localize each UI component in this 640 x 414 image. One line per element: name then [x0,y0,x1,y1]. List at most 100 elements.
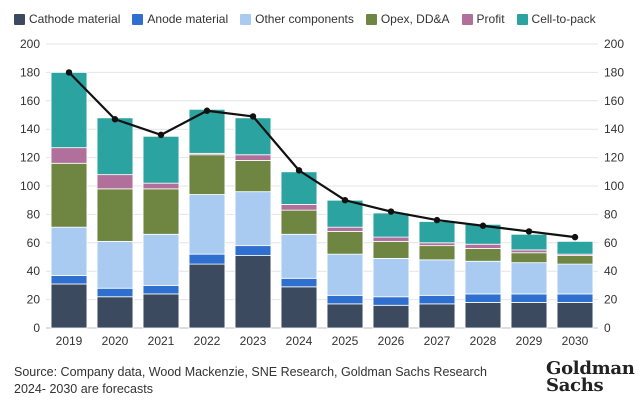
bar-segment [280,209,318,235]
y-tick-label-right: 160 [604,94,624,108]
bar-segment [96,296,134,329]
bar-segment [142,284,180,295]
bar-segment [280,277,318,288]
y-tick-label-right: 100 [604,179,624,193]
bar-segment [142,135,180,184]
legend-swatch [132,13,144,25]
y-tick-label-left: 120 [20,151,40,165]
bar-segment [326,303,364,329]
bar-segment [326,294,364,305]
bar-segment [280,204,318,211]
bar-segment [234,160,272,193]
line-point [571,233,579,241]
bar-segment [188,263,226,329]
legend-label: Cathode material [29,12,121,26]
bar-segment [556,302,594,329]
bar-segment [234,191,272,247]
bar-segment [96,174,134,190]
legend-swatch [461,13,473,25]
line-point [249,113,257,120]
bar-segment [556,240,594,255]
bar-segment [188,154,226,195]
x-tick-label: 2023 [240,334,267,348]
y-tick-label-left: 100 [20,179,40,193]
legend-swatch [240,13,252,25]
legend-swatch [516,13,528,25]
bar-segment [188,108,226,154]
bar-segment [234,117,272,156]
x-tick-label: 2030 [562,334,589,348]
legend-item: Other components [240,12,354,26]
bar-segment [50,283,88,329]
bar-segment [188,253,226,265]
y-tick-label-left: 200 [20,37,40,51]
bar-segment [510,249,548,254]
bar-segment [326,199,364,228]
bar-segment [326,231,364,255]
logo-line-1: Goldman [546,358,635,379]
bar-segment [418,221,456,244]
bar-segment [372,296,410,306]
chart-legend: Cathode material Anode material Other comp… [14,8,596,30]
legend-item: Cell-to-pack [516,12,596,26]
bar-segment [418,259,456,296]
y-tick-label-left: 40 [27,264,41,278]
bar-segment [510,302,548,329]
line-point [525,228,533,235]
x-tick-label: 2026 [378,334,405,348]
bar-segment [96,188,134,242]
bar-segment [142,188,180,235]
bar-segment [50,275,88,285]
legend-swatch [365,13,377,25]
bar-segment [372,236,410,242]
bar-segment [464,302,502,329]
total-cost-line [68,71,576,239]
bar-segment [464,243,502,249]
bar-segment [280,286,318,329]
y-tick-label-left: 140 [20,122,40,136]
y-tick-label-right: 20 [604,293,618,307]
bar-segment [556,255,594,265]
bar-segment [234,255,272,329]
goldman-sachs-logo: Goldman Sachs [546,358,635,395]
legend-item: Anode material [132,12,228,26]
legend-item: Cathode material [14,12,120,26]
bar-segment [418,245,456,261]
line-point [433,216,441,224]
bar-segment [234,245,272,256]
bar-segment [464,248,502,262]
bar-segment [372,304,410,329]
line-point [479,222,487,229]
line-point [341,197,349,204]
x-tick-label: 2025 [332,334,359,348]
y-tick-label-left: 60 [27,236,41,250]
legend-label: Anode material [147,12,229,26]
y-tick-label-right: 120 [604,151,624,165]
bar-segment [464,293,502,303]
bar-segment [96,240,134,289]
bar-segment [372,258,410,298]
y-tick-label-right: 200 [604,37,624,51]
bar-segment [142,293,180,329]
legend-label: Other components [255,12,354,26]
y-tick-label-right: 80 [604,207,618,221]
legend-label: Cell-to-pack [531,12,596,26]
bar-segment [234,154,272,161]
bar-segment [372,212,410,238]
x-tick-label: 2027 [424,334,451,348]
bar-segment [556,293,594,303]
bar-segment [510,252,548,264]
bar-segment [96,117,134,176]
y-tick-label-right: 180 [604,65,624,79]
y-tick-label-right: 40 [604,264,618,278]
line-point [111,116,119,123]
x-tick-label: 2020 [102,334,129,348]
source-note: Source: Company data, Wood Mackenzie, SN… [14,364,487,398]
bar-segment [418,303,456,329]
bar-segment [50,147,88,164]
forecast-note: 2024- 2030 are forecasts [14,382,153,396]
source-line: Source: Company data, Wood Mackenzie, SN… [14,365,487,379]
y-tick-label-left: 160 [20,94,40,108]
bar-segment [418,242,456,247]
